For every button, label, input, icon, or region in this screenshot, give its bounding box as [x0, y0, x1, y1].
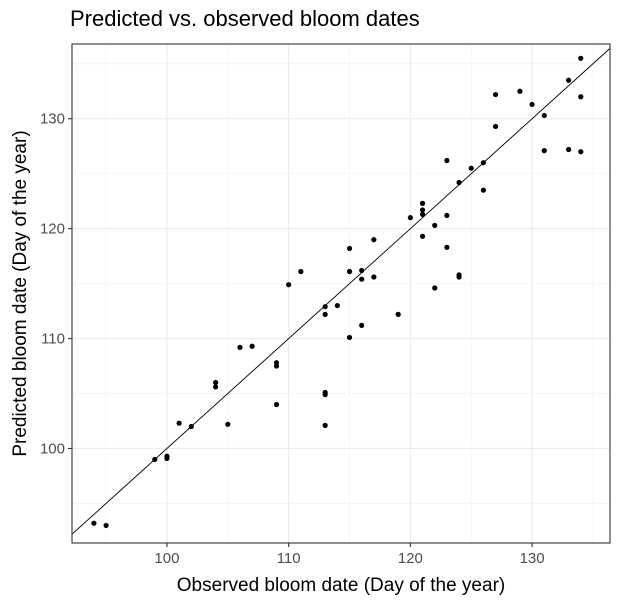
- data-point: [517, 88, 523, 94]
- data-point: [419, 207, 426, 213]
- data-point: [273, 401, 280, 408]
- data-point: [176, 420, 182, 426]
- data-point: [371, 237, 377, 243]
- data-points: [91, 55, 584, 529]
- y-tick-label: 110: [41, 331, 65, 348]
- chart-title: Predicted vs. observed bloom dates: [70, 6, 420, 31]
- data-point: [529, 101, 535, 108]
- data-point: [298, 268, 304, 275]
- data-point: [213, 379, 219, 386]
- data-point: [322, 311, 328, 317]
- panel-border: [71, 43, 611, 544]
- data-point: [419, 200, 426, 206]
- data-point: [249, 343, 255, 349]
- data-point: [419, 211, 426, 217]
- data-point: [444, 157, 450, 164]
- data-point: [480, 187, 487, 193]
- data-point: [346, 268, 353, 275]
- x-tick-label: 120: [398, 550, 423, 567]
- x-tick-label: 100: [154, 550, 179, 567]
- data-point: [225, 421, 231, 427]
- data-point: [566, 146, 572, 153]
- data-point: [91, 520, 97, 526]
- y-tick-label: 130: [40, 111, 65, 128]
- data-point: [541, 112, 547, 119]
- data-point: [444, 244, 450, 250]
- data-point: [213, 384, 219, 390]
- data-point: [578, 149, 584, 155]
- data-point: [188, 423, 194, 430]
- data-point: [541, 148, 547, 154]
- data-point: [492, 123, 499, 130]
- data-point: [578, 55, 584, 61]
- data-point: [359, 322, 365, 328]
- data-point: [334, 302, 340, 309]
- data-point: [395, 311, 401, 317]
- data-point: [359, 276, 365, 282]
- data-point: [164, 455, 170, 461]
- data-point: [432, 222, 438, 228]
- x-axis-title: Observed bloom date (Day of the year): [177, 575, 505, 596]
- data-point: [359, 267, 365, 274]
- data-point: [322, 304, 328, 310]
- y-axis-title: Predicted bloom date (Day of the year): [10, 130, 31, 456]
- data-point: [286, 282, 292, 288]
- data-point: [468, 165, 474, 171]
- data-point: [371, 274, 377, 280]
- reference-line: [71, 48, 611, 535]
- minor-gridlines: [72, 44, 610, 543]
- y-axis-ticks: 100 110 120 130: [40, 111, 72, 457]
- data-point: [322, 422, 328, 428]
- x-tick-label: 110: [277, 550, 301, 567]
- x-tick-label: 130: [520, 550, 545, 567]
- data-point: [419, 233, 426, 239]
- data-point: [237, 344, 243, 350]
- reference-line-group: [71, 48, 611, 535]
- data-point: [456, 179, 462, 186]
- data-point: [578, 94, 584, 100]
- data-point: [566, 77, 572, 83]
- data-point: [432, 285, 438, 291]
- y-tick-label: 120: [40, 221, 65, 238]
- data-point: [480, 160, 487, 166]
- data-point: [273, 363, 280, 369]
- data-point: [407, 215, 413, 221]
- data-point: [444, 212, 450, 219]
- y-tick-label: 100: [40, 440, 65, 457]
- data-point: [152, 456, 158, 463]
- data-point: [346, 334, 353, 341]
- data-point: [456, 274, 462, 280]
- data-point: [103, 522, 109, 529]
- major-gridlines: [72, 44, 610, 543]
- x-axis-ticks: 100 110 120 130: [154, 543, 545, 567]
- data-point: [346, 245, 353, 252]
- data-point: [492, 91, 499, 98]
- data-point: [322, 392, 328, 398]
